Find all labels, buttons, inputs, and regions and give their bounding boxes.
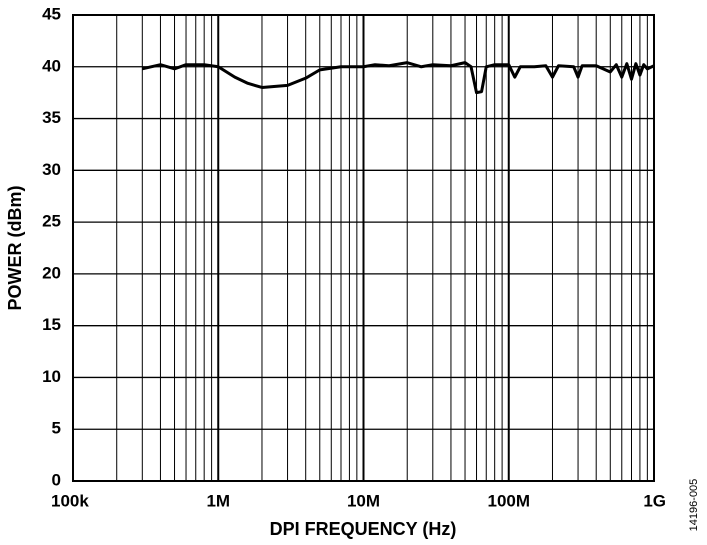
y-tick-label: 40 bbox=[42, 56, 61, 75]
x-tick-label: 100k bbox=[51, 491, 89, 510]
y-tick-label: 25 bbox=[42, 212, 61, 231]
y-tick-label: 45 bbox=[42, 4, 61, 23]
plot-frame bbox=[72, 14, 655, 482]
y-tick-label: 20 bbox=[42, 263, 61, 282]
x-axis-title: DPI FREQUENCY (Hz) bbox=[270, 519, 457, 539]
figure-id: 14196-005 bbox=[688, 479, 700, 532]
y-tick-label: 5 bbox=[52, 419, 61, 438]
x-tick-label: 1M bbox=[206, 491, 230, 510]
y-axis-title: POWER (dBm) bbox=[5, 186, 25, 311]
x-tick-label: 1G bbox=[643, 491, 666, 510]
y-tick-label: 0 bbox=[52, 470, 61, 489]
x-tick-label: 100M bbox=[487, 491, 530, 510]
y-tick-label: 15 bbox=[42, 315, 61, 334]
y-tick-label: 10 bbox=[42, 367, 61, 386]
y-tick-label: 30 bbox=[42, 160, 61, 179]
x-tick-label: 10M bbox=[347, 491, 380, 510]
data-line bbox=[141, 61, 655, 95]
y-tick-label: 35 bbox=[42, 108, 61, 127]
